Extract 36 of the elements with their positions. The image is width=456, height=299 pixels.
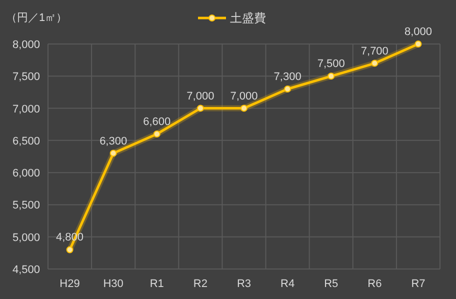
- x-tick-label: H29: [60, 278, 80, 290]
- data-label: 7,300: [274, 71, 302, 83]
- y-tick-label: 8,000: [12, 39, 40, 51]
- point: [284, 86, 292, 92]
- y-tick-label: 4,500: [12, 264, 40, 276]
- data-label: 6,600: [143, 116, 171, 128]
- data-label: 6,300: [100, 135, 128, 148]
- data-label: 7,000: [230, 90, 258, 102]
- x-tick-label: R2: [193, 278, 208, 290]
- point: [110, 150, 117, 157]
- x-tick-label: H30: [103, 278, 124, 290]
- x-tick-label: R6: [368, 278, 382, 290]
- point: [66, 246, 74, 254]
- data-label: 7,500: [317, 58, 345, 70]
- x-tick-label: R1: [150, 278, 164, 290]
- y-tick-label: 6,000: [12, 168, 40, 180]
- y-tick-label: 7,000: [12, 103, 40, 116]
- x-tick-label: R4: [280, 278, 295, 290]
- y-tick-label: 5,000: [12, 232, 40, 244]
- legend-label: 土盛費: [230, 11, 266, 25]
- x-tick-label: R5: [324, 278, 338, 290]
- point: [328, 72, 335, 80]
- y-axis-title: （円／1㎡）: [6, 12, 68, 24]
- y-tick-label: 7,500: [12, 71, 40, 84]
- point: [153, 130, 160, 138]
- data-label: 8,000: [404, 26, 432, 38]
- x-tick-label: R3: [236, 278, 252, 290]
- data-label: 7,700: [360, 45, 388, 58]
- point: [196, 104, 204, 112]
- data-label: 7,000: [186, 90, 214, 102]
- point: [414, 40, 422, 48]
- y-tick-label: 6,500: [12, 135, 40, 148]
- point: [240, 104, 248, 112]
- x-tick-label: R7: [411, 278, 426, 290]
- point: [371, 60, 378, 67]
- y-tick-label: 5,500: [12, 200, 40, 212]
